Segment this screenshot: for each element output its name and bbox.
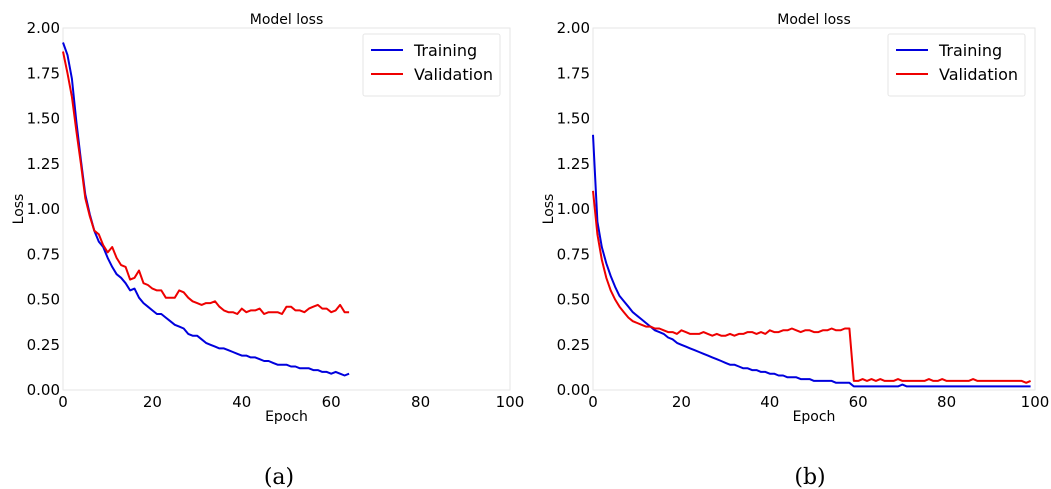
y-tick-label: 2.00 [27, 19, 60, 37]
y-tick-label: 0.00 [557, 381, 590, 399]
x-tick-label: 80 [937, 393, 956, 411]
chart-title: Model loss [777, 12, 851, 28]
legend-label-validation: Validation [414, 65, 493, 84]
y-tick-label: 1.75 [557, 64, 590, 82]
y-tick-label: 1.00 [27, 200, 60, 218]
y-tick-label: 1.50 [27, 110, 60, 128]
legend-label-validation: Validation [939, 65, 1018, 84]
x-tick-label: 80 [411, 393, 430, 411]
x-tick-label: 0 [588, 393, 598, 411]
y-tick-label: 2.00 [557, 19, 590, 37]
x-tick-label: 40 [232, 393, 251, 411]
y-tick-label: 0.00 [27, 381, 60, 399]
y-axis-title: Loss [541, 194, 557, 225]
chart-title: Model loss [250, 12, 324, 28]
series-line-training [62, 42, 350, 377]
x-tick-label: 40 [760, 393, 779, 411]
y-tick-label: 0.75 [27, 245, 60, 263]
x-tick-label: 60 [322, 393, 341, 411]
y-tick-label: 0.50 [27, 291, 60, 309]
plot-frame [592, 27, 1036, 391]
x-tick-label: 0 [58, 393, 68, 411]
y-tick-label: 0.25 [27, 336, 60, 354]
x-axis-title: Epoch [265, 409, 308, 425]
plot-frame [62, 27, 511, 391]
legend: Training Validation [887, 33, 1026, 97]
figure-caption: (b) [794, 465, 825, 489]
series-line-training [592, 134, 1031, 388]
x-tick-label: 20 [672, 393, 691, 411]
y-tick-label: 1.75 [27, 64, 60, 82]
x-axis-title: Epoch [793, 409, 836, 425]
y-tick-label: 1.25 [557, 155, 590, 173]
y-tick-label: 0.25 [557, 336, 590, 354]
x-tick-label: 60 [849, 393, 868, 411]
figure-caption: (a) [264, 465, 294, 489]
x-tick-label: 20 [143, 393, 162, 411]
x-tick-label: 100 [1021, 393, 1050, 411]
y-tick-label: 0.75 [557, 245, 590, 263]
series-line-validation [592, 190, 1031, 384]
legend-label-training: Training [413, 41, 477, 60]
x-tick-label: 100 [496, 393, 525, 411]
legend-label-training: Training [938, 41, 1002, 60]
series-line-validation [62, 51, 350, 315]
chart-panel-b: Model loss 0 20 40 60 80 100 0.00 0.25 0.50 0.75 1.… [541, 12, 1049, 489]
y-tick-label: 1.50 [557, 110, 590, 128]
y-tick-label: 0.50 [557, 291, 590, 309]
y-axis-title: Loss [11, 194, 27, 225]
legend: Training Validation [362, 33, 501, 97]
y-tick-label: 1.00 [557, 200, 590, 218]
y-tick-label: 1.25 [27, 155, 60, 173]
chart-panel-a: Model loss 0 20 40 60 80 100 0.00 0.25 0.50 0.75 1.… [11, 12, 524, 489]
